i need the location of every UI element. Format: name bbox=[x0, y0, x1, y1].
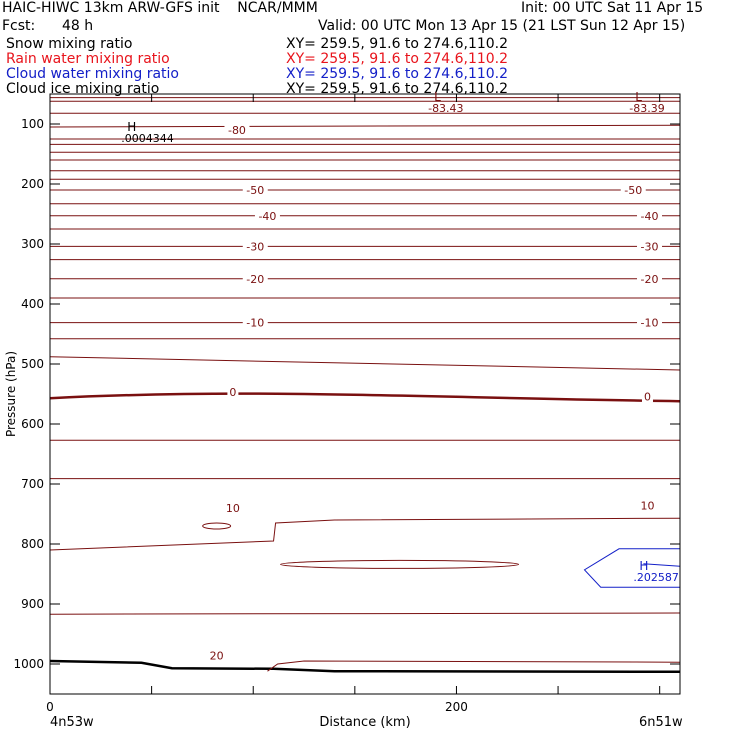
isotherm-label: 0 bbox=[229, 386, 236, 399]
isotherm-label: -40 bbox=[641, 210, 659, 223]
isotherm-label-bg bbox=[242, 239, 268, 253]
cloud-water-contour-line bbox=[583, 548, 680, 588]
y-axis-title: Pressure (hPa) bbox=[4, 351, 18, 437]
y-tick-label: 400 bbox=[21, 297, 44, 311]
isotherm-label: 10 bbox=[640, 500, 654, 513]
isotherm-label: -20 bbox=[641, 273, 659, 286]
isotherm-label-bg bbox=[242, 315, 268, 329]
extremum-marker: L bbox=[635, 90, 642, 104]
freezing-level-line bbox=[49, 392, 681, 403]
isotherm-label-bg bbox=[637, 271, 663, 285]
isotherm-label: 10 bbox=[226, 502, 240, 515]
isotherm-label: 20 bbox=[210, 650, 224, 663]
isotherm-label: -20 bbox=[246, 273, 264, 286]
extremum-value: -83.43 bbox=[428, 102, 463, 115]
field-xy-snow: XY= 259.5, 91.6 to 274.6,110.2 bbox=[286, 36, 509, 52]
isotherm-line bbox=[267, 660, 681, 672]
chart-title: HAIC-HIWC 13km ARW-GFS init NCAR/MMM bbox=[2, 0, 318, 16]
x-tick-label: 0 bbox=[46, 700, 54, 714]
closed-isotherm bbox=[280, 559, 520, 569]
init-time: Init: 00 UTC Sat 11 Apr 15 bbox=[521, 0, 704, 16]
isotherm-label-bg bbox=[254, 208, 280, 222]
cloud-water-contour bbox=[583, 548, 681, 588]
isotherm-label-bg bbox=[207, 648, 226, 662]
field-label-snow: Snow mixing ratio bbox=[6, 36, 133, 52]
y-tick-label: 1000 bbox=[13, 657, 44, 671]
field-xy-rain: XY= 259.5, 91.6 to 274.6,110.2 bbox=[286, 51, 509, 67]
x-tick-label: 200 bbox=[445, 700, 468, 714]
y-tick-label: 200 bbox=[21, 177, 44, 191]
plot-frame bbox=[49, 93, 681, 695]
x-axis-title: Distance (km) bbox=[319, 715, 410, 730]
y-tick-label: 300 bbox=[21, 237, 44, 251]
contour-labels: -80 -50 -50 -40 -40 -30 -30 -20 -20 -10 -10 0 0 10 10 2… bbox=[121, 90, 679, 662]
y-tick-label: 600 bbox=[21, 417, 44, 431]
isotherm-contours bbox=[49, 97, 681, 674]
extremum-marker: H bbox=[639, 559, 648, 573]
isotherm-label-bg bbox=[242, 271, 268, 285]
extremum-value: .0004344 bbox=[121, 132, 173, 145]
isotherm-label-bg bbox=[637, 315, 663, 329]
isotherm-line bbox=[49, 124, 681, 128]
isotherm-label-bg bbox=[242, 183, 268, 196]
isotherm-label: -50 bbox=[624, 184, 642, 197]
endpoint-right: 6n51w bbox=[639, 715, 683, 730]
y-tick-label: 900 bbox=[21, 597, 44, 611]
isotherm-label: -80 bbox=[228, 124, 246, 137]
isotherm-label-bg bbox=[227, 385, 239, 399]
forecast-label: Fcst: bbox=[2, 18, 36, 34]
extremum-marker: L bbox=[434, 90, 441, 104]
cloud-water-contour-line bbox=[643, 563, 681, 567]
isotherm-line bbox=[49, 612, 681, 615]
isotherm-label-bg bbox=[641, 389, 653, 403]
isotherm-label: -30 bbox=[246, 240, 264, 253]
isotherm-label: 0 bbox=[644, 390, 651, 403]
isotherm-label: -40 bbox=[258, 210, 276, 223]
isotherm-label-bg bbox=[637, 208, 663, 222]
isotherm-label-bg bbox=[637, 239, 663, 253]
extremum-value: -83.39 bbox=[629, 102, 664, 115]
isotherm-label: -50 bbox=[246, 184, 264, 197]
field-xy-cloud-ice: XY= 259.5, 91.6 to 274.6,110.2 bbox=[286, 81, 509, 97]
field-label-cloud-ice: Cloud ice mixing ratio bbox=[6, 81, 160, 97]
isotherm-label-bg bbox=[620, 183, 646, 196]
isotherm-label-bg bbox=[638, 498, 657, 512]
isotherm-line bbox=[49, 517, 681, 551]
isotherm-label-bg bbox=[224, 123, 250, 136]
field-label-rain: Rain water mixing ratio bbox=[6, 51, 170, 67]
valid-time: Valid: 00 UTC Mon 13 Apr 15 (21 LST Sun … bbox=[318, 18, 686, 34]
isotherm-line bbox=[49, 356, 681, 371]
terrain-surface-line bbox=[49, 659, 681, 674]
isotherm-label: -10 bbox=[641, 317, 659, 330]
isotherm-label: -10 bbox=[246, 317, 264, 330]
field-xy-cloud-water: XY= 259.5, 91.6 to 274.6,110.2 bbox=[286, 66, 509, 82]
extremum-value: .202587 bbox=[633, 571, 679, 584]
y-tick-label: 700 bbox=[21, 477, 44, 491]
endpoint-left: 4n53w bbox=[50, 715, 94, 730]
y-tick-label: 500 bbox=[21, 357, 44, 371]
forecast-hours: 48 h bbox=[62, 18, 94, 34]
field-label-cloud-water: Cloud water mixing ratio bbox=[6, 66, 179, 82]
isotherm-label-bg bbox=[223, 501, 242, 514]
closed-isotherm bbox=[202, 522, 232, 530]
y-tick-label: 800 bbox=[21, 537, 44, 551]
extremum-marker: H bbox=[127, 120, 136, 134]
isotherm-label: -30 bbox=[641, 240, 659, 253]
y-tick-label: 100 bbox=[21, 117, 44, 131]
